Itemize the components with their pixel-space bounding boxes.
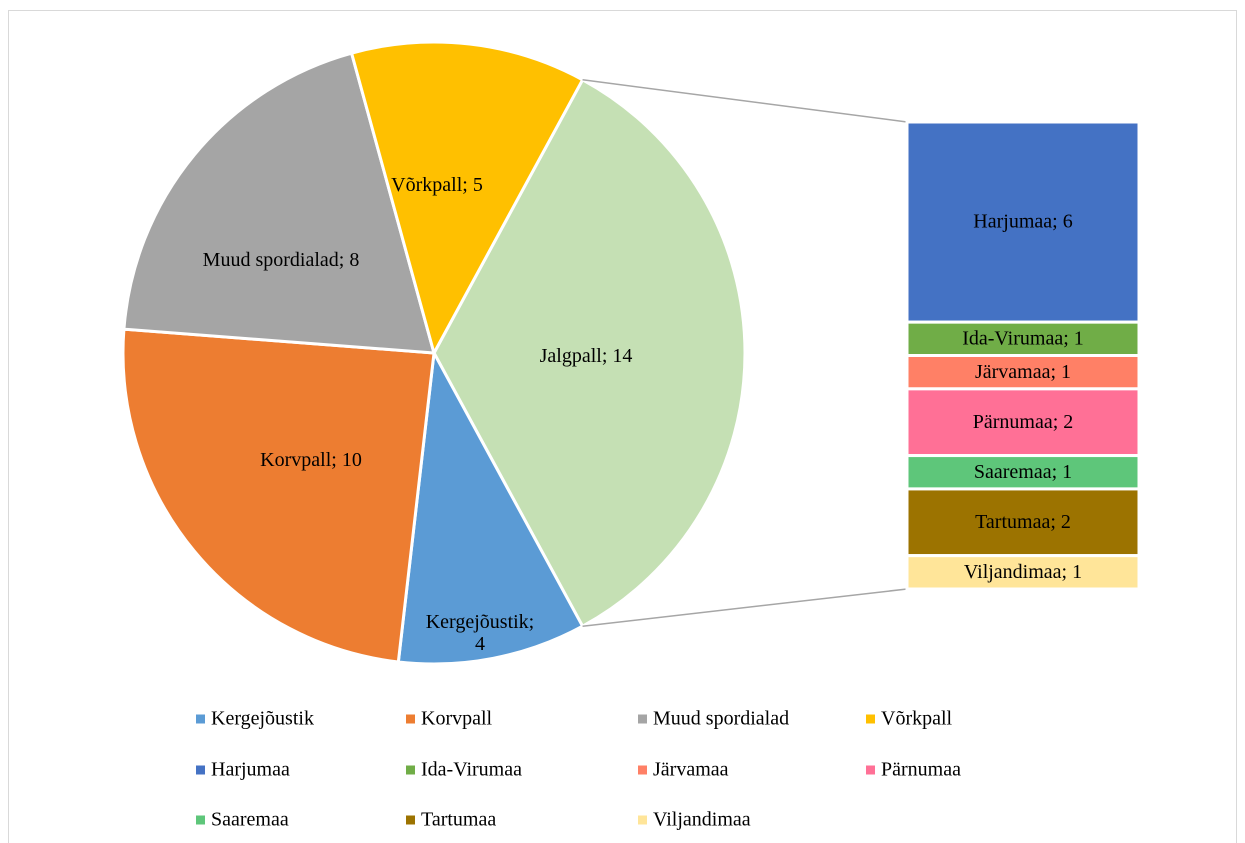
- legend-swatch: [406, 714, 415, 724]
- legend-swatch: [638, 714, 647, 724]
- legend-label: Harjumaa: [211, 759, 290, 781]
- legend-label: Viljandimaa: [653, 809, 751, 831]
- legend-swatch: [196, 765, 205, 775]
- chart-frame: [8, 10, 1237, 843]
- data-label: Jalgpall; 14: [539, 345, 633, 367]
- bar-segment: [905, 487, 1141, 558]
- legend-label: Kergejõustik: [211, 708, 314, 730]
- legend-label: Saaremaa: [211, 809, 289, 831]
- legend-label: Pärnumaa: [881, 759, 961, 781]
- legend-label: Tartumaa: [421, 809, 496, 831]
- data-label: Pärnumaa; 2: [973, 411, 1074, 433]
- pie-slice: [122, 51, 437, 355]
- bar-segment: [905, 120, 1141, 324]
- connector-line: [582, 588, 908, 627]
- pie-slice: [349, 40, 585, 357]
- legend-label: Korvpall: [421, 708, 493, 730]
- pie-slice: [432, 77, 747, 629]
- pie-slice: [121, 327, 436, 664]
- data-label: Ida-Virumaa; 1: [962, 327, 1084, 349]
- legend-swatch: [866, 714, 875, 724]
- data-label: Tartumaa; 2: [975, 511, 1071, 533]
- pie-slice: [396, 348, 585, 666]
- legend-swatch: [196, 815, 205, 825]
- legend-label: Ida-Virumaa: [421, 759, 522, 781]
- legend-label: Võrkpall: [881, 708, 953, 730]
- data-label: Muud spordialad; 8: [202, 249, 360, 271]
- legend-swatch: [406, 815, 415, 825]
- data-label: Viljandimaa; 1: [964, 561, 1082, 583]
- data-label: Harjumaa; 6: [973, 211, 1072, 233]
- bar-segment: [905, 320, 1141, 357]
- data-label: Saaremaa; 1: [974, 461, 1072, 483]
- data-label: Korvpall; 10: [260, 449, 362, 471]
- legend-label: Muud spordialad: [653, 708, 789, 730]
- bar-segment: [905, 354, 1141, 391]
- data-label: Järvamaa; 1: [975, 361, 1071, 383]
- bar-segment: [905, 454, 1141, 491]
- legend-swatch: [196, 714, 205, 724]
- connector-line: [582, 79, 908, 123]
- legend-swatch: [866, 765, 875, 775]
- legend-swatch: [406, 765, 415, 775]
- data-label: Kergejõustik; 4: [425, 611, 535, 655]
- data-label: Võrkpall; 5: [391, 174, 483, 196]
- bar-segment: [905, 554, 1141, 591]
- legend-swatch: [638, 815, 647, 825]
- legend-label: Järvamaa: [653, 759, 729, 781]
- legend-swatch: [638, 765, 647, 775]
